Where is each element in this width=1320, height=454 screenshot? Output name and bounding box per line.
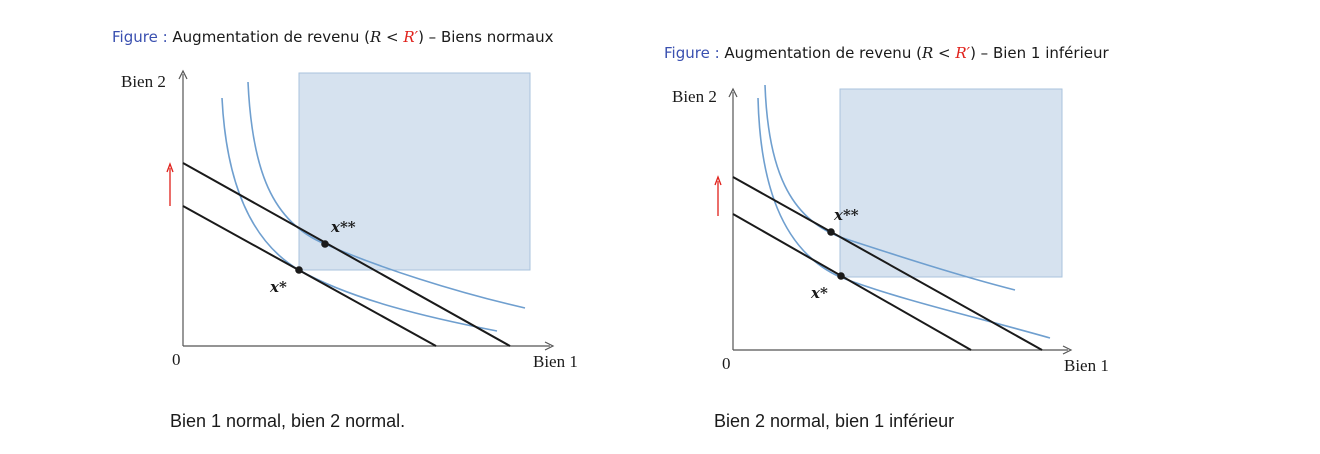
- title-suffix: ) – Biens normaux: [418, 28, 554, 46]
- x-axis-label: Bien 1: [533, 352, 578, 371]
- optimum-point-initial: [295, 266, 303, 274]
- y-axis-arrowhead: [728, 87, 738, 98]
- optimum-label-initial: x*: [811, 284, 828, 302]
- y-axis-arrowhead: [178, 69, 188, 80]
- figure-caption: Bien 1 normal, bien 2 normal.: [170, 411, 406, 431]
- title-r-prime: R′: [955, 44, 971, 62]
- title-r: R: [369, 28, 382, 46]
- figure-title: Figure : Augmentation de revenu (R < R′)…: [112, 28, 554, 46]
- optimum-point-initial: [837, 272, 845, 280]
- figure-prefix: Figure :: [664, 44, 720, 62]
- figure-title: Figure : Augmentation de revenu (R < R′)…: [664, 44, 1109, 62]
- title-text: Augmentation de revenu (: [172, 28, 370, 46]
- income-increase-arrowhead: [714, 175, 722, 186]
- optimum-point-new: [321, 240, 329, 248]
- figure-panel-inferior-good: Figure : Augmentation de revenu (R < R′)…: [660, 0, 1320, 454]
- title-r: R: [921, 44, 934, 62]
- origin-label: 0: [172, 350, 181, 369]
- preferred-region: [839, 88, 1063, 278]
- figure-caption: Bien 2 normal, bien 1 inférieur: [714, 411, 955, 431]
- title-r-prime: R′: [403, 28, 419, 46]
- origin-label: 0: [722, 354, 731, 373]
- optimum-point-new: [827, 228, 835, 236]
- diagram-canvas: [714, 84, 1073, 355]
- title-suffix: ) – Bien 1 inférieur: [970, 44, 1109, 62]
- budget-line-initial: [732, 213, 972, 351]
- preferred-region: [298, 72, 531, 271]
- figure-panel-normal-goods: Figure : Augmentation de revenu (R < R′)…: [112, 28, 578, 431]
- budget-line-new: [732, 176, 1043, 351]
- x-axis-arrowhead: [544, 341, 555, 351]
- income-increase-arrowhead: [166, 162, 174, 173]
- x-axis-label: Bien 1: [1064, 356, 1109, 375]
- optimum-label-new: x**: [331, 218, 356, 236]
- x-axis-arrowhead: [1062, 345, 1073, 355]
- budget-line-initial: [182, 205, 437, 347]
- title-lt: <: [381, 28, 404, 46]
- optimum-label-initial: x*: [270, 278, 287, 296]
- title-lt: <: [933, 44, 956, 62]
- figure-prefix: Figure :: [112, 28, 168, 46]
- diagram-canvas: [166, 69, 555, 351]
- title-text: Augmentation de revenu (: [724, 44, 922, 62]
- budget-line-new: [182, 162, 511, 347]
- y-axis-label: Bien 2: [672, 87, 717, 106]
- y-axis-label: Bien 2: [121, 72, 166, 91]
- optimum-label-new: x**: [834, 206, 859, 224]
